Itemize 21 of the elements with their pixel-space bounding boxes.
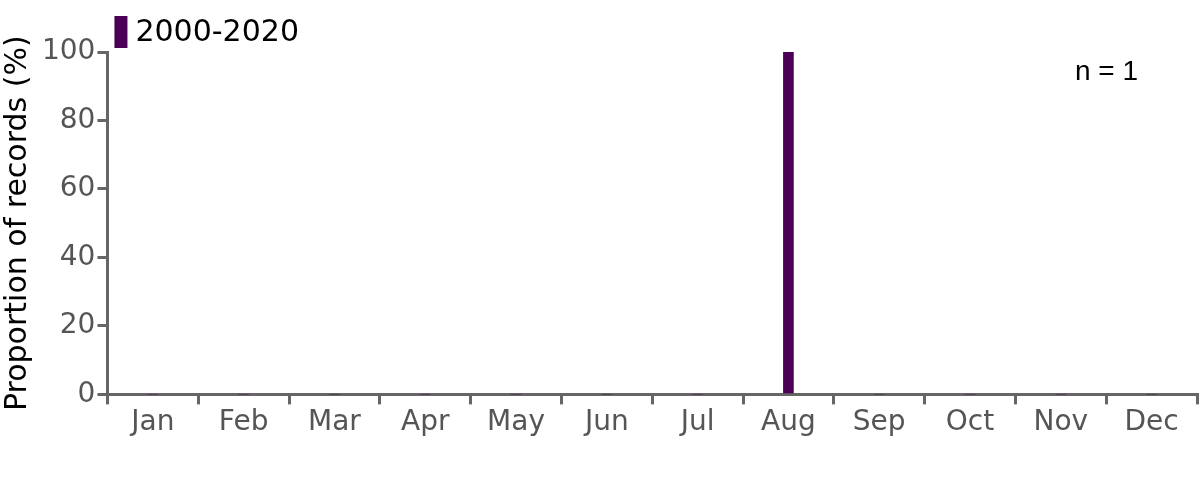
x-tick-label: Sep [852, 404, 906, 438]
legend-label: 2000-2020 [135, 12, 299, 48]
x-tick-label: Dec [1124, 404, 1179, 438]
x-tick-label: Mar [308, 404, 362, 438]
y-axis-title: Proportion of records (%) [0, 35, 33, 412]
y-tick-label: 80 [59, 101, 96, 135]
x-tick-label: Jun [582, 404, 629, 438]
x-tick-label: Aug [761, 404, 816, 438]
y-tick-label: 60 [59, 170, 96, 204]
y-tick-label: 40 [59, 238, 96, 272]
x-tick-label: May [487, 404, 545, 438]
y-tick-label: 100 [41, 33, 96, 67]
x-tick-label: Jul [678, 404, 715, 438]
annotation: n = 1 [1074, 54, 1138, 86]
x-tick-label: Nov [1033, 404, 1089, 438]
x-tick-label: Oct [945, 404, 995, 438]
y-tick-label: 0 [77, 375, 96, 409]
x-tick-label: Jan [129, 404, 175, 438]
x-tick-label: Feb [218, 404, 269, 438]
x-tick-label: Apr [401, 404, 450, 438]
y-tick-label: 20 [59, 307, 96, 341]
